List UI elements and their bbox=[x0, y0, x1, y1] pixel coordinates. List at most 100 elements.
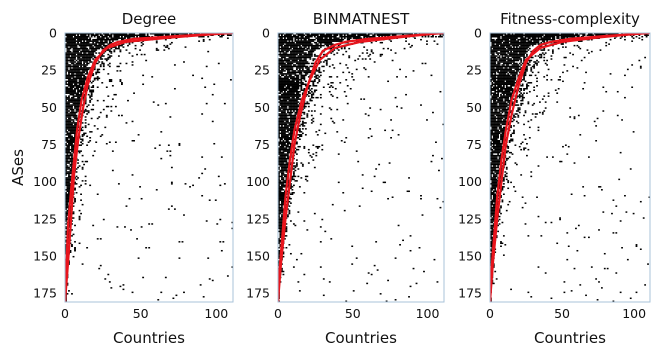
matrix-point bbox=[331, 38, 334, 41]
matrix-point bbox=[609, 33, 612, 35]
matrix-point bbox=[280, 70, 283, 72]
matrix-point bbox=[84, 125, 87, 127]
matrix-point bbox=[86, 64, 89, 66]
matrix-point bbox=[285, 34, 288, 36]
matrix-point bbox=[66, 116, 69, 118]
matrix-point bbox=[289, 163, 292, 166]
matrix-point bbox=[89, 101, 92, 103]
matrix-point bbox=[175, 294, 178, 297]
matrix-point bbox=[282, 174, 285, 176]
matrix-point bbox=[278, 205, 280, 207]
matrix-point bbox=[92, 55, 95, 57]
matrix-point bbox=[497, 40, 499, 42]
matrix-point bbox=[363, 98, 366, 100]
matrix-point bbox=[131, 61, 134, 63]
matrix-point bbox=[307, 35, 310, 38]
matrix-point bbox=[279, 236, 282, 239]
matrix-point bbox=[286, 108, 289, 111]
matrix-point bbox=[517, 33, 520, 35]
matrix-point bbox=[312, 83, 315, 86]
matrix-point bbox=[72, 56, 75, 59]
matrix-point bbox=[83, 70, 86, 72]
matrix-point bbox=[547, 38, 550, 41]
matrix-point bbox=[105, 58, 108, 60]
matrix-point bbox=[497, 37, 499, 39]
matrix-point bbox=[495, 46, 498, 48]
matrix-point bbox=[298, 47, 301, 50]
matrix-point bbox=[282, 140, 285, 142]
matrix-point bbox=[81, 47, 84, 50]
matrix-point bbox=[345, 50, 348, 53]
matrix-point bbox=[297, 34, 300, 36]
matrix-point bbox=[68, 129, 70, 132]
matrix-point bbox=[343, 141, 346, 143]
matrix-point bbox=[66, 214, 69, 216]
matrix-point bbox=[278, 183, 280, 185]
matrix-point bbox=[294, 165, 297, 167]
matrix-point bbox=[83, 59, 86, 62]
matrix-point bbox=[72, 96, 75, 99]
matrix-point bbox=[297, 62, 300, 65]
matrix-point bbox=[211, 120, 214, 123]
matrix-point bbox=[378, 163, 381, 166]
matrix-point bbox=[504, 47, 507, 50]
matrix-point bbox=[110, 37, 113, 39]
matrix-point bbox=[373, 264, 376, 267]
matrix-point bbox=[84, 76, 87, 78]
matrix-point bbox=[71, 43, 73, 45]
matrix-point bbox=[87, 52, 90, 54]
matrix-point bbox=[110, 52, 113, 54]
matrix-point bbox=[291, 37, 294, 39]
matrix-point bbox=[282, 196, 285, 198]
matrix-point bbox=[102, 41, 105, 44]
matrix-point bbox=[292, 58, 295, 60]
matrix-point bbox=[348, 71, 351, 74]
matrix-point bbox=[528, 41, 531, 44]
matrix-point bbox=[289, 38, 292, 41]
matrix-point bbox=[547, 35, 550, 38]
matrix-point bbox=[298, 61, 301, 63]
matrix-point bbox=[72, 80, 75, 83]
matrix-point bbox=[570, 34, 573, 36]
matrix-point bbox=[367, 55, 370, 57]
matrix-point bbox=[289, 53, 292, 56]
matrix-point bbox=[528, 43, 531, 45]
matrix-point bbox=[279, 126, 282, 129]
matrix-point bbox=[288, 123, 291, 126]
matrix-point bbox=[282, 202, 285, 204]
matrix-point bbox=[304, 73, 307, 75]
matrix-point bbox=[316, 82, 319, 84]
matrix-point bbox=[288, 108, 291, 111]
matrix-point bbox=[69, 33, 72, 35]
matrix-point bbox=[90, 47, 93, 50]
matrix-point bbox=[72, 95, 75, 97]
matrix-point bbox=[300, 85, 303, 87]
matrix-point bbox=[412, 70, 415, 72]
matrix-point bbox=[72, 52, 75, 54]
matrix-point bbox=[294, 151, 297, 154]
matrix-point bbox=[280, 35, 283, 38]
matrix-point bbox=[551, 44, 554, 47]
matrix-point bbox=[279, 117, 282, 120]
matrix-point bbox=[68, 172, 70, 175]
matrix-point bbox=[217, 175, 220, 178]
matrix-point bbox=[280, 218, 283, 221]
matrix-point bbox=[166, 34, 169, 36]
matrix-point bbox=[102, 218, 105, 221]
matrix-point bbox=[286, 34, 289, 36]
matrix-point bbox=[68, 134, 70, 136]
matrix-point bbox=[282, 93, 285, 96]
matrix-point bbox=[515, 40, 518, 42]
matrix-point bbox=[507, 47, 510, 50]
matrix-point bbox=[72, 114, 75, 117]
matrix-point bbox=[184, 183, 187, 185]
matrix-point bbox=[357, 33, 360, 35]
matrix-point bbox=[80, 83, 82, 86]
matrix-point bbox=[518, 41, 521, 44]
matrix-point bbox=[108, 65, 111, 68]
y-tick-label: 175 bbox=[246, 286, 270, 301]
matrix-point bbox=[526, 33, 528, 35]
matrix-point bbox=[573, 35, 576, 38]
matrix-point bbox=[140, 44, 143, 47]
matrix-point bbox=[74, 189, 76, 191]
